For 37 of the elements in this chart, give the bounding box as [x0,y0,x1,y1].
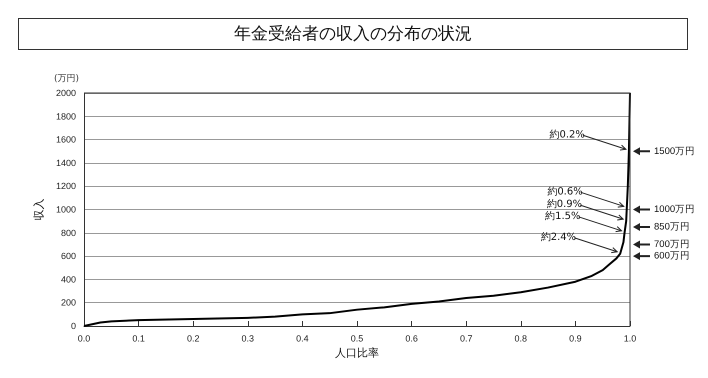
y-tick-label: 200 [60,298,76,308]
x-tick-label: 0.8 [514,334,528,344]
y-tick-label: 400 [60,274,76,284]
y-tick-label: 1200 [56,181,76,192]
annotation: 約0.6% [547,186,583,198]
x-tick-label: 0.5 [350,334,364,344]
y-axis-title: 収入 [32,198,46,220]
annotation: 約0.9% [546,199,582,210]
y2-tick-label: 1500万円 [654,146,696,157]
y-tick-label: 1000 [56,204,76,214]
annotation: 約2.4% [540,232,576,243]
x-tick-label: 0.4 [296,334,309,344]
x-tick-label: 0.9 [569,334,582,344]
y-tick-label: 600 [60,251,76,262]
x-tick-label: 0.1 [132,334,145,344]
x-tick-label: 0.6 [405,334,418,344]
line-series [83,92,631,327]
x-tick-label: 0.2 [186,334,200,344]
y-tick-label: 2000 [56,88,76,98]
x-tick-label: 0.3 [242,334,254,344]
y-tick-label: 0 [70,321,76,331]
y2-tick-label: 850万円 [654,221,690,232]
x-axis-title: 人口比率 [335,346,379,360]
y-tick-label: 1400 [56,158,76,168]
chart-title: 年金受給者の収入の分布の状況 [18,18,688,50]
x-tick-label: 1.0 [624,334,636,344]
x-tick-label: 0.7 [460,334,472,344]
annotation: 約0.2% [550,129,585,140]
y2-tick-label: 700万円 [654,238,690,250]
y2-tick-label: 600万円 [654,250,690,262]
text: (万円) [54,73,80,85]
y-tick-label: 800 [60,228,76,238]
y-tick-label: 1600 [56,134,76,145]
x-tick-label: 0.0 [78,334,90,344]
y2-tick-label: 1000万円 [654,204,696,215]
annotation: 約1.5% [545,210,581,222]
y-tick-label: 1800 [56,111,76,122]
